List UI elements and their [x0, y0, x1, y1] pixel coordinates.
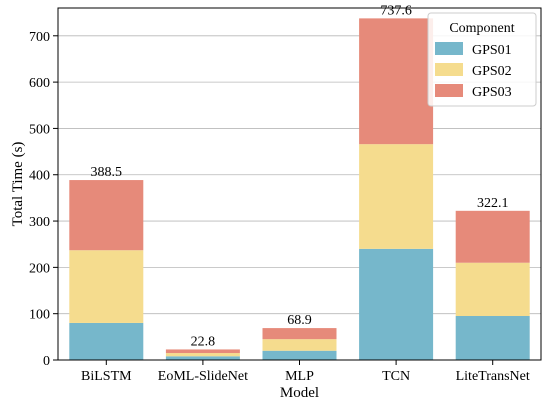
legend-title: Component [449, 21, 514, 36]
y-tick-label: 700 [29, 30, 50, 45]
y-tick-label: 500 [29, 122, 50, 137]
bar-segment-gps03 [165, 349, 240, 354]
y-tick-label: 400 [29, 169, 50, 184]
x-axis-label: Model [280, 385, 319, 401]
total-label: 22.8 [191, 334, 216, 349]
bar-segment-gps01 [455, 316, 530, 360]
legend-swatch-gps02 [435, 63, 463, 76]
bar-segment-gps01 [262, 350, 337, 360]
legend-entry-gps03: GPS03 [472, 85, 512, 100]
total-label: 68.9 [287, 313, 312, 328]
bar-segment-gps03 [262, 328, 337, 340]
x-tick-label: LiteTransNet [456, 369, 530, 384]
legend-entry-gps02: GPS02 [472, 64, 512, 79]
x-tick-label: TCN [382, 369, 410, 384]
y-tick-label: 200 [29, 261, 50, 276]
legend: Component GPS01 GPS02 GPS03 [427, 12, 537, 107]
total-label: 737.6 [380, 3, 412, 18]
axes: 0 100 200 300 400 500 600 700 BiLSTM EoML-SlideNe… [29, 7, 542, 384]
total-label: 322.1 [477, 196, 509, 211]
total-labels: 388.5 22.8 68.9 737.6 322.1 [91, 3, 509, 349]
y-tick-label: 100 [29, 308, 50, 323]
y-tick-label: 0 [43, 354, 50, 369]
legend-box [427, 12, 537, 107]
bar-segment-gps03 [359, 18, 434, 145]
legend-swatch-gps01 [435, 42, 463, 55]
bar-segment-gps03 [455, 210, 530, 263]
x-tick-label: BiLSTM [81, 369, 132, 384]
plot-frame [57, 7, 542, 361]
y-axis-label: Total Time (s) [10, 142, 26, 227]
bar-segment-gps02 [455, 262, 530, 316]
x-tick-label: EoML-SlideNet [158, 369, 248, 384]
total-label: 388.5 [91, 165, 123, 180]
legend-entry-gps01: GPS01 [472, 43, 512, 58]
bar-segment-gps02 [165, 353, 240, 357]
bars [69, 18, 530, 360]
bar-segment-gps02 [69, 250, 144, 323]
bar-segment-gps02 [262, 339, 337, 351]
y-tick-label: 300 [29, 215, 50, 230]
bar-segment-gps01 [69, 322, 144, 360]
x-tick-label: MLP [285, 369, 314, 384]
y-tick-label: 600 [29, 76, 50, 91]
bar-segment-gps01 [359, 248, 434, 360]
bar-segment-gps03 [69, 180, 144, 251]
bar-segment-gps02 [359, 144, 434, 249]
bar-segment-gps01 [165, 356, 240, 360]
legend-swatch-gps03 [435, 84, 463, 97]
